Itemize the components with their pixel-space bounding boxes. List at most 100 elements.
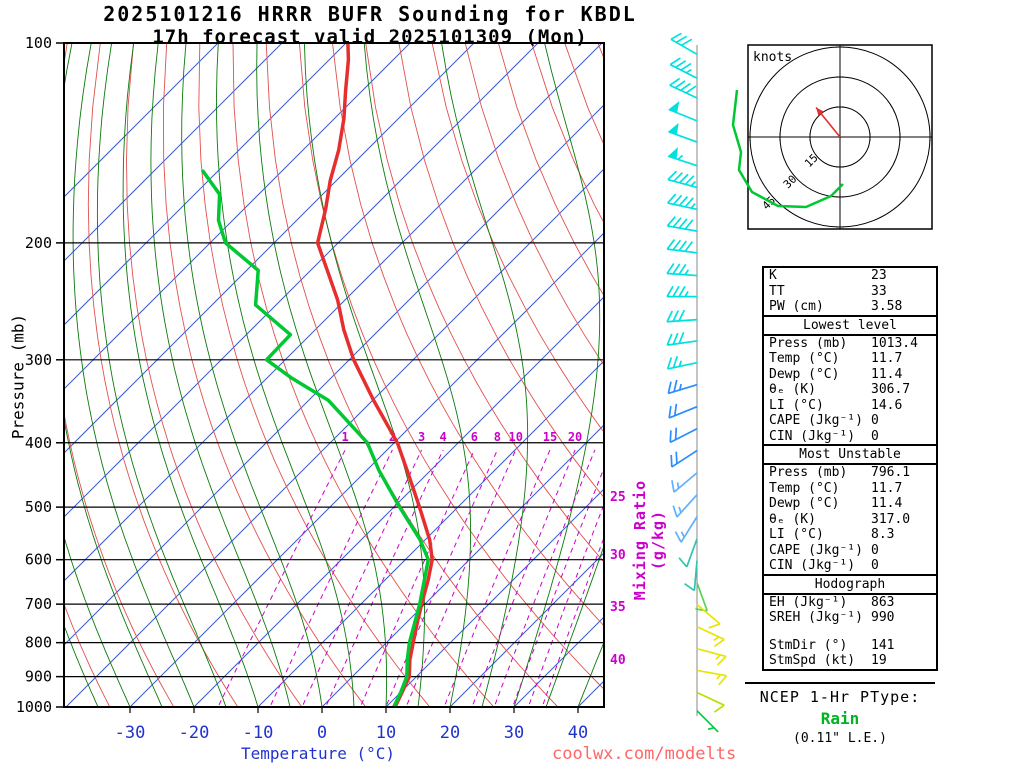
table-row — [764, 626, 936, 638]
wind-barb — [668, 403, 698, 419]
wind-barb — [696, 625, 725, 647]
table-row-label: StmDir (°) — [769, 637, 848, 653]
table-row: Dewp (°C) 11.4 — [764, 496, 936, 512]
mixing-ratio-axis-label: Mixing Ratio (g/kg) — [631, 479, 667, 601]
table-row: Press (mb) 796.1 — [764, 465, 936, 481]
wind-barb — [669, 57, 698, 80]
wind-barb — [666, 355, 698, 370]
wind-barb — [666, 239, 698, 254]
table-row: TT 33 — [764, 284, 936, 300]
table-row-label: θₑ (K) — [769, 511, 816, 527]
pressure-tick-label: 600 — [25, 551, 52, 569]
moist-adiabats-group — [64, 43, 604, 707]
table-row-value: 11.7 — [871, 351, 903, 366]
mixing-ratio-value-label: 6 — [471, 430, 478, 444]
table-row-value: 19 — [871, 653, 887, 668]
table-row-label: Temp (°C) — [769, 351, 840, 366]
table-section-title: Lowest level — [764, 314, 936, 336]
pressure-tick-label: 200 — [25, 234, 52, 252]
pressure-tick-label: 700 — [25, 595, 52, 613]
hodograph-trace — [731, 89, 844, 209]
table-row-value: 1013.4 — [871, 335, 918, 351]
table-row: StmSpd (kt) 19 — [764, 653, 936, 669]
wind-barb — [670, 32, 698, 56]
wind-barb — [666, 216, 698, 232]
table-row-value: 141 — [871, 637, 895, 653]
ptype-liquid-equivalent: (0.11" L.E.) — [793, 731, 887, 746]
hodograph-units-label: knots — [753, 50, 792, 65]
wind-barb — [666, 309, 698, 323]
table-row: EH (Jkg⁻¹) 863 — [764, 595, 936, 611]
table-row-value: 23 — [871, 268, 887, 283]
table-row-value: 306.7 — [871, 382, 911, 397]
table-row-value: 863 — [871, 594, 895, 610]
table-row-label: LI (°C) — [769, 527, 824, 542]
table-row-value: 0 — [871, 558, 879, 573]
table-row-label: Press (mb) — [769, 465, 848, 480]
table-row-value: 14.6 — [871, 397, 903, 413]
table-row-label: CIN (Jkg⁻¹) — [769, 428, 856, 444]
wind-barb — [671, 472, 698, 493]
storm-motion-arrowhead — [816, 107, 824, 116]
table-row-label: LI (°C) — [769, 397, 824, 413]
table-row: CIN (Jkg⁻¹) 0 — [764, 429, 936, 445]
chart-title-line1: 2025101216 HRRR BUFR Sounding for KBDL — [103, 2, 637, 26]
dry-adiabats-group — [64, 43, 604, 707]
mixing-ratio-value-label: 40 — [610, 653, 626, 668]
chart-title: 2025101216 HRRR BUFR Sounding for KBDL 1… — [40, 2, 700, 48]
wind-barb — [696, 669, 728, 686]
wind-barb — [672, 494, 698, 518]
wind-barb — [667, 379, 698, 395]
table-row-value: 0 — [871, 428, 879, 444]
hodograph-ring-label: 15 — [802, 151, 821, 170]
ptype-heading: NCEP 1-Hr PType: — [759, 688, 921, 706]
wind-barb — [669, 427, 698, 444]
table-row-value: 0 — [871, 542, 879, 558]
wind-barb — [666, 263, 698, 277]
wind-barb — [666, 332, 698, 346]
hodograph-ring-label: 30 — [781, 173, 800, 192]
watermark: coolwx.com/modelts — [552, 744, 737, 764]
table-row: Temp (°C) 11.7 — [764, 351, 936, 367]
temperature-tick-label: -30 — [115, 723, 146, 743]
table-row: SREH (Jkg⁻¹) 990 — [764, 610, 936, 626]
wind-barb — [696, 691, 725, 713]
chart-title-line2: 17h forecast valid 2025101309 (Mon) — [152, 26, 588, 48]
mixing-ratio-value-label: 25 — [610, 490, 626, 505]
ptype-value: Rain — [820, 709, 860, 728]
table-row-label: TT — [769, 283, 785, 299]
wind-barb — [667, 193, 698, 211]
indices-table: K 23 TT 33 PW (cm) 3.58 Lowest level Press (mb)… — [762, 266, 938, 671]
ptype-block: NCEP 1-Hr PType: Rain (0.11" L.E.) — [745, 682, 935, 746]
pressure-axis-label: Pressure (mb) — [8, 313, 28, 440]
mixing-ratio-value-label: 35 — [610, 600, 626, 615]
wind-barb — [667, 147, 698, 167]
pressure-tick-label: 500 — [25, 498, 52, 516]
plot-border — [63, 42, 605, 708]
table-row-label: Dewp (°C) — [769, 366, 840, 382]
temperature-tick-label: 30 — [504, 723, 524, 743]
table-row-value: 8.3 — [871, 527, 895, 542]
temperature-axis-label: Temperature (°C) — [240, 744, 396, 763]
mixing-ratio-value-label: 8 — [494, 430, 501, 444]
table-row-label: Temp (°C) — [769, 480, 840, 496]
temperature-profile-line — [315, 43, 434, 707]
table-row: CIN (Jkg⁻¹) 0 — [764, 558, 936, 574]
table-row: Press (mb) 1013.4 — [764, 336, 936, 352]
table-row: CAPE (Jkg⁻¹) 0 — [764, 413, 936, 429]
temperature-tick-label: 20 — [440, 723, 460, 743]
wind-barb — [669, 77, 698, 99]
wind-barbs-group — [666, 32, 728, 733]
table-row: Dewp (°C) 11.4 — [764, 367, 936, 383]
mixing-ratio-value-label: 4 — [439, 430, 446, 444]
mixing-ratio-group — [217, 449, 604, 707]
wind-barb — [668, 101, 698, 122]
profiles-group — [201, 43, 434, 707]
table-row-value: 990 — [871, 610, 895, 625]
table-row-label: StmSpd (kt) — [769, 653, 856, 668]
temperature-tick-label: 0 — [317, 723, 327, 743]
table-row-value: 11.7 — [871, 480, 903, 496]
